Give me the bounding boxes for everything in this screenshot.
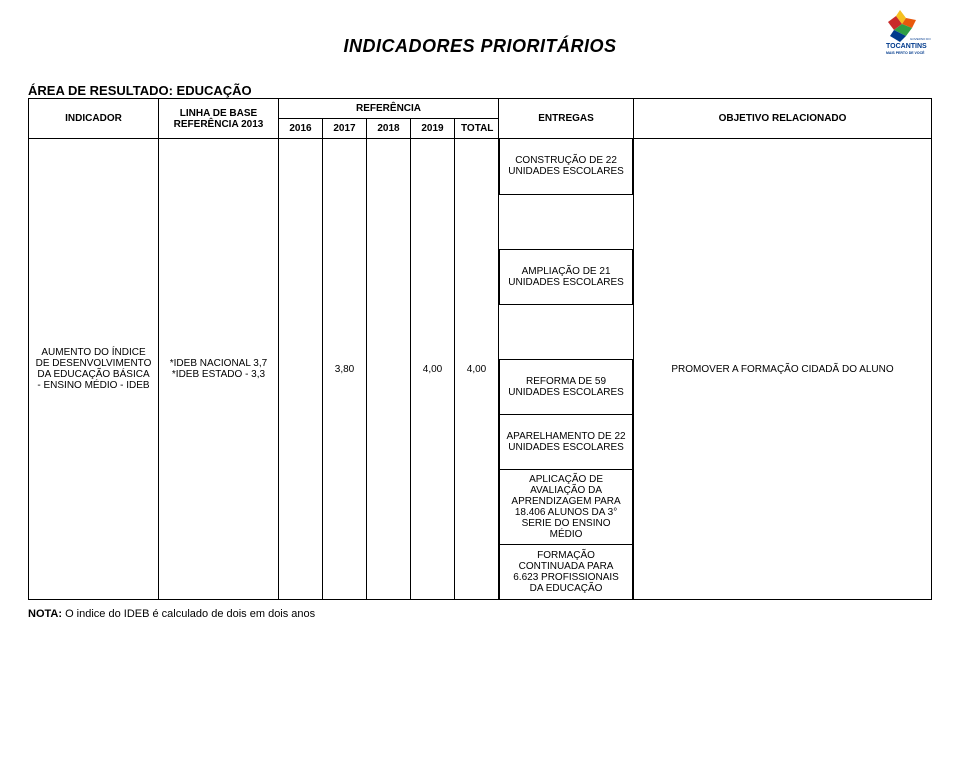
th-2018: 2018 [367,119,411,139]
entrega-4: APARELHAMENTO DE 22 UNIDADES ESCOLARES [500,414,633,469]
entrega-2: AMPLIAÇÃO DE 21 UNIDADES ESCOLARES [500,249,633,304]
cell-total: 4,00 [455,139,499,600]
th-base-bottom: REFERÊNCIA 2013 [165,119,272,130]
area-line: ÁREA DE RESULTADO: EDUCAÇÃO [28,83,932,98]
footnote-label: NOTA: [28,608,62,620]
cell-2017: 3,80 [323,139,367,600]
cell-2018 [367,139,411,600]
th-2016: 2016 [279,119,323,139]
indicators-table: INDICADOR LINHA DE BASE REFERÊNCIA 2013 … [28,98,932,600]
logo-toptext: GOVERNO DO [910,37,931,41]
cell-objetivo: PROMOVER A FORMAÇÃO CIDADÃ DO ALUNO [634,139,932,600]
base-line2: *IDEB ESTADO - 3,3 [165,369,272,380]
entrega-5: APLICAÇÃO DE AVALIAÇÃO DA APRENDIZAGEM P… [500,469,633,544]
th-base-top: LINHA DE BASE [165,108,272,119]
footnote: NOTA: O indice do IDEB é calculado de do… [28,608,932,620]
base-line1: *IDEB NACIONAL 3,7 [165,358,272,369]
page-title: INDICADORES PRIORITÁRIOS [28,36,932,57]
th-indicador: INDICADOR [29,99,159,139]
th-total: TOTAL [455,119,499,139]
th-2019: 2019 [411,119,455,139]
cell-2019: 4,00 [411,139,455,600]
footnote-text: O indice do IDEB é calculado de dois em … [62,608,315,620]
cell-2016 [279,139,323,600]
th-base: LINHA DE BASE REFERÊNCIA 2013 [159,99,279,139]
cell-indicador: AUMENTO DO ÍNDICE DE DESENVOLVIMENTO DA … [29,139,159,600]
th-referencia: REFERÊNCIA [279,99,499,119]
cell-entregas: CONSTRUÇÃO DE 22 UNIDADES ESCOLARES AMPL… [499,139,634,600]
logo-tagline: MAIS PERTO DE VOCÊ [886,50,925,55]
entrega-3: REFORMA DE 59 UNIDADES ESCOLARES [500,359,633,414]
cell-base: *IDEB NACIONAL 3,7 *IDEB ESTADO - 3,3 [159,139,279,600]
tocantins-logo: GOVERNO DO TOCANTINS MAIS PERTO DE VOCÊ [872,8,932,56]
th-entregas: ENTREGAS [499,99,634,139]
table-row: AUMENTO DO ÍNDICE DE DESENVOLVIMENTO DA … [29,139,932,600]
th-objetivo: OBJETIVO RELACIONADO [634,99,932,139]
entrega-1: CONSTRUÇÃO DE 22 UNIDADES ESCOLARES [500,139,633,194]
logo-name: TOCANTINS [886,43,927,50]
entrega-6: FORMAÇÃO CONTINUADA PARA 6.623 PROFISSIO… [500,544,633,599]
th-2017: 2017 [323,119,367,139]
